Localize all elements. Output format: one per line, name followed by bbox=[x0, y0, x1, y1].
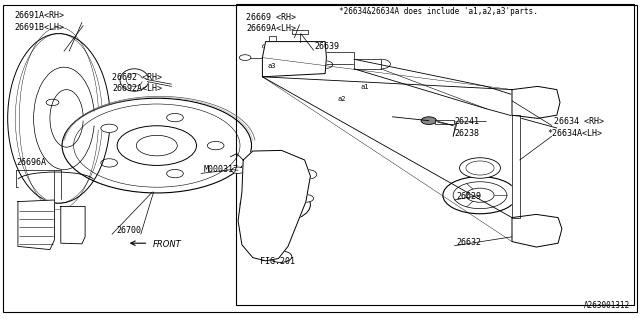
Text: 26692 <RH>: 26692 <RH> bbox=[112, 73, 162, 82]
Text: 26241: 26241 bbox=[454, 117, 479, 126]
Bar bbox=[269, 36, 276, 42]
Text: 26632: 26632 bbox=[456, 238, 481, 247]
Bar bbox=[236, 4, 634, 305]
Circle shape bbox=[466, 161, 494, 175]
Text: 26692A<LH>: 26692A<LH> bbox=[112, 84, 162, 93]
Text: 26691B<LH>: 26691B<LH> bbox=[14, 23, 64, 32]
Circle shape bbox=[298, 170, 317, 179]
Text: a2: a2 bbox=[338, 96, 346, 102]
Circle shape bbox=[278, 53, 301, 65]
Circle shape bbox=[523, 97, 546, 108]
Circle shape bbox=[254, 153, 277, 164]
Polygon shape bbox=[512, 214, 562, 247]
Polygon shape bbox=[18, 200, 54, 250]
Circle shape bbox=[269, 251, 292, 262]
Polygon shape bbox=[354, 59, 381, 69]
Polygon shape bbox=[262, 42, 326, 77]
Text: 26669A<LH>: 26669A<LH> bbox=[246, 24, 296, 33]
Circle shape bbox=[240, 187, 310, 222]
Text: *26634&26634A does include 'a1,a2,a3'parts.: *26634&26634A does include 'a1,a2,a3'par… bbox=[339, 7, 538, 16]
Text: 26634 <RH>: 26634 <RH> bbox=[554, 117, 604, 126]
Polygon shape bbox=[512, 115, 520, 218]
Text: 26696A: 26696A bbox=[16, 158, 46, 167]
Text: 26238: 26238 bbox=[454, 129, 479, 138]
Circle shape bbox=[523, 225, 546, 236]
Circle shape bbox=[232, 167, 244, 173]
Circle shape bbox=[443, 177, 517, 214]
Text: 26629: 26629 bbox=[456, 192, 481, 201]
Circle shape bbox=[466, 188, 494, 202]
Polygon shape bbox=[238, 150, 310, 261]
Circle shape bbox=[460, 158, 500, 178]
Text: 26669 <RH>: 26669 <RH> bbox=[246, 13, 296, 22]
Text: FIG.201: FIG.201 bbox=[260, 257, 295, 266]
Circle shape bbox=[253, 194, 298, 216]
Text: A263001312: A263001312 bbox=[584, 301, 630, 310]
Polygon shape bbox=[61, 206, 85, 244]
Text: 26691A<RH>: 26691A<RH> bbox=[14, 11, 64, 20]
Text: a1: a1 bbox=[360, 84, 369, 90]
Polygon shape bbox=[512, 86, 560, 118]
Circle shape bbox=[298, 195, 314, 202]
Text: a3: a3 bbox=[268, 63, 276, 69]
Bar bbox=[435, 120, 454, 124]
Text: *26634A<LH>: *26634A<LH> bbox=[547, 129, 602, 138]
Text: 26700: 26700 bbox=[116, 226, 141, 235]
Bar bbox=[292, 30, 308, 34]
Circle shape bbox=[371, 59, 390, 69]
Text: FRONT: FRONT bbox=[152, 240, 181, 249]
Circle shape bbox=[453, 182, 507, 209]
Bar bbox=[325, 52, 354, 64]
Text: M000317: M000317 bbox=[204, 165, 239, 174]
Text: 26639: 26639 bbox=[315, 42, 340, 51]
Circle shape bbox=[421, 117, 436, 124]
Circle shape bbox=[271, 50, 307, 68]
